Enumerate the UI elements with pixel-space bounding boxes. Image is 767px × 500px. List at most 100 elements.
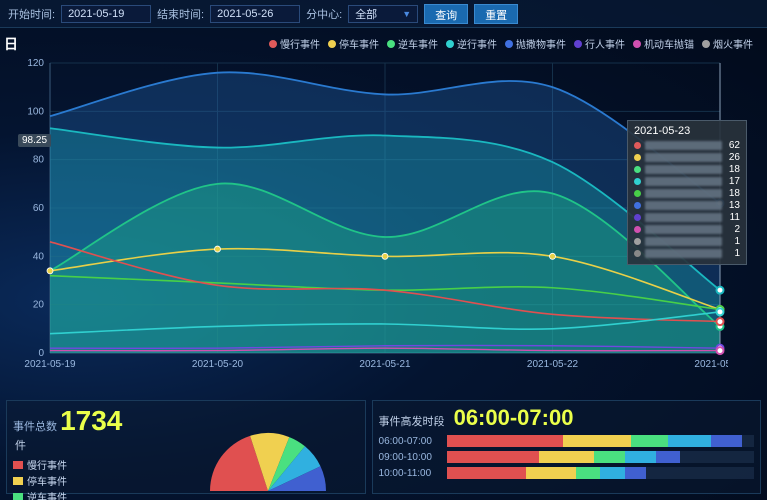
pie-legend-item: 停车事件 (13, 473, 133, 488)
peak-bar-track (447, 467, 754, 479)
peak-bar-row: 06:00-07:00 (379, 435, 754, 447)
total-unit: 件 (15, 440, 26, 452)
reset-button[interactable]: 重置 (474, 4, 518, 24)
y-axis-marker: 98.25 (18, 134, 51, 147)
summary-card: 事件总数 1734 件 慢行事件停车事件逆车事件逆行事件抛撒物事件 (6, 400, 366, 494)
tooltip-row: 1 (634, 236, 740, 247)
chart-title: 日 (4, 34, 18, 54)
peak-value: 06:00-07:00 (454, 405, 574, 430)
tooltip-row: 1 (634, 248, 740, 259)
peak-bar-segment (447, 435, 564, 447)
legend-item[interactable]: 停车事件 (328, 36, 379, 51)
filter-bar: 开始时间: 结束时间: 分中心: 全部 ▼ 查询 重置 (0, 0, 767, 28)
legend-label: 逆车事件 (398, 36, 438, 51)
tooltip-row: 13 (634, 200, 740, 211)
peak-bar-segment (576, 467, 601, 479)
svg-text:120: 120 (27, 58, 44, 69)
legend-dot-icon (269, 40, 277, 48)
legend-item[interactable]: 逆车事件 (387, 36, 438, 51)
svg-text:2021-05-21: 2021-05-21 (359, 359, 411, 370)
legend-item[interactable]: 烟火事件 (702, 36, 753, 51)
tooltip-row: 11 (634, 212, 740, 223)
legend-dot-icon (505, 40, 513, 48)
pie-legend-item: 慢行事件 (13, 457, 133, 472)
start-date-input[interactable] (61, 5, 151, 23)
center-label: 分中心: (306, 6, 342, 22)
svg-text:40: 40 (33, 251, 45, 262)
peak-bar-track (447, 451, 754, 463)
peak-title: 事件高发时段 (379, 416, 445, 428)
peak-bar-segment (600, 467, 625, 479)
peak-bar-segment (563, 435, 631, 447)
legend-dot-icon (633, 40, 641, 48)
query-button[interactable]: 查询 (424, 4, 468, 24)
line-chart[interactable]: 0 20 40 60 80 100 120 2021-05-19 2021-05-20 2021-… (8, 53, 728, 383)
peak-bar-segment (711, 435, 742, 447)
svg-text:2021-05-23: 2021-05-23 (694, 359, 728, 370)
svg-text:60: 60 (33, 203, 45, 214)
peak-bar-segment (447, 467, 527, 479)
peak-bar-segment (526, 467, 575, 479)
center-select[interactable]: 全部 ▼ (348, 5, 418, 23)
bottom-panel: 事件总数 1734 件 慢行事件停车事件逆车事件逆行事件抛撒物事件 事件高发时段… (0, 398, 767, 498)
peak-bar-segment (656, 451, 681, 463)
tooltip-row: 62 (634, 140, 740, 151)
peak-bar-label: 09:00-10:00 (379, 452, 441, 463)
main-chart-panel: 日 慢行事件停车事件逆车事件逆行事件抛撒物事件行人事件机动车抛锚烟火事件 020… (0, 28, 767, 398)
legend-dot-icon (574, 40, 582, 48)
legend-label: 行人事件 (585, 36, 625, 51)
tooltip-row: 18 (634, 188, 740, 199)
tooltip-date: 2021-05-23 (634, 125, 740, 137)
pie-legend: 慢行事件停车事件逆车事件逆行事件抛撒物事件 (13, 457, 133, 500)
svg-text:20: 20 (33, 300, 45, 311)
svg-text:2021-05-20: 2021-05-20 (192, 359, 244, 370)
legend-item[interactable]: 慢行事件 (269, 36, 320, 51)
peak-bar-label: 06:00-07:00 (379, 436, 441, 447)
peak-bar-segment (625, 467, 647, 479)
chart-tooltip: 2021-05-23 62261817181311211 (627, 120, 747, 265)
peak-bar-segment (631, 435, 668, 447)
legend-label: 抛撒物事件 (516, 36, 566, 51)
svg-text:2021-05-22: 2021-05-22 (527, 359, 579, 370)
legend-label: 逆行事件 (457, 36, 497, 51)
peak-bar-segment (539, 451, 594, 463)
legend-item[interactable]: 逆行事件 (446, 36, 497, 51)
end-date-label: 结束时间: (157, 6, 204, 22)
pie-chart[interactable] (183, 405, 353, 493)
peak-bar-segment (625, 451, 656, 463)
peak-bars: 06:00-07:00 09:00-10:00 10:00-11:00 (379, 435, 754, 479)
tooltip-row: 18 (634, 164, 740, 175)
svg-text:100: 100 (27, 106, 44, 117)
tooltip-row: 2 (634, 224, 740, 235)
legend-dot-icon (328, 40, 336, 48)
legend-label: 慢行事件 (280, 36, 320, 51)
svg-text:2021-05-19: 2021-05-19 (24, 359, 76, 370)
svg-text:0: 0 (38, 348, 44, 359)
legend-item[interactable]: 机动车抛锚 (633, 36, 694, 51)
peak-bar-segment (447, 451, 539, 463)
total-value: 1734 (60, 405, 122, 436)
peak-card: 事件高发时段 06:00-07:00 06:00-07:00 09:00-10:0… (372, 400, 761, 494)
pie-legend-item: 逆车事件 (13, 489, 133, 500)
peak-bar-track (447, 435, 754, 447)
end-date-input[interactable] (210, 5, 300, 23)
tooltip-row: 26 (634, 152, 740, 163)
peak-bar-label: 10:00-11:00 (379, 468, 441, 479)
start-date-label: 开始时间: (8, 6, 55, 22)
total-label: 事件总数 (13, 421, 57, 433)
center-select-value: 全部 (355, 6, 377, 22)
peak-bar-row: 09:00-10:00 (379, 451, 754, 463)
legend-item[interactable]: 抛撒物事件 (505, 36, 566, 51)
legend-label: 机动车抛锚 (644, 36, 694, 51)
legend-dot-icon (446, 40, 454, 48)
peak-bar-segment (668, 435, 711, 447)
chevron-down-icon: ▼ (402, 9, 411, 19)
chart-legend: 慢行事件 停车事件 逆车事件 逆行事件 抛撒物事件 行人事件 机动车抛锚烟火事件 (8, 32, 759, 53)
legend-label: 停车事件 (339, 36, 379, 51)
legend-item[interactable]: 行人事件 (574, 36, 625, 51)
legend-dot-icon (702, 40, 710, 48)
tooltip-row: 17 (634, 176, 740, 187)
svg-text:80: 80 (33, 155, 45, 166)
peak-bar-row: 10:00-11:00 (379, 467, 754, 479)
peak-bar-segment (594, 451, 625, 463)
